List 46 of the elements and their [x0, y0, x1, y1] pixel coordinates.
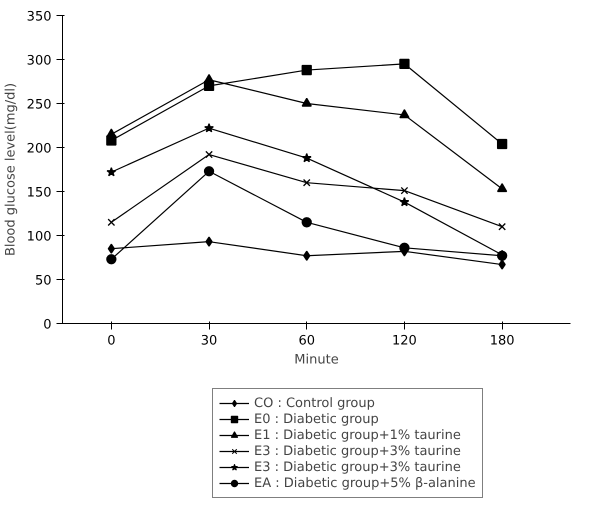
point	[302, 152, 312, 162]
point	[106, 128, 116, 138]
y-tick-label: 350	[26, 10, 52, 24]
point	[108, 218, 116, 226]
legend-label: E0 : Diabetic group	[254, 411, 379, 427]
x-tick-label: 0	[107, 334, 116, 348]
y-tick-label: 300	[26, 54, 52, 68]
legend-label: EA : Diabetic group+5% β-alanine	[254, 475, 476, 491]
point	[498, 259, 506, 270]
point	[108, 244, 115, 254]
legend-label: E3 : Diabetic group+3% taurine	[254, 443, 461, 459]
point	[498, 222, 506, 231]
point	[205, 150, 213, 158]
point	[399, 242, 410, 253]
point	[106, 166, 116, 176]
point	[399, 58, 410, 70]
legend-label: CO : Control group	[254, 395, 375, 411]
point	[106, 254, 116, 264]
y-tick-label: 0	[43, 318, 52, 332]
point	[399, 109, 410, 118]
point	[302, 64, 312, 76]
point	[303, 250, 310, 261]
point	[400, 186, 408, 194]
x-tick-label: 60	[298, 334, 316, 348]
point	[496, 183, 508, 192]
x-tick-label: 120	[392, 334, 417, 348]
point	[302, 98, 312, 107]
y-tick-label: 50	[34, 274, 52, 288]
y-tick-label: 200	[26, 142, 52, 156]
point	[302, 178, 311, 187]
point	[302, 217, 312, 228]
y-tick-label: 100	[26, 230, 52, 244]
legend-label: E3 : Diabetic group+3% taurine	[254, 459, 461, 475]
x-tick-label: 180	[490, 334, 515, 348]
point	[204, 166, 214, 176]
y-tick-label: 250	[26, 98, 52, 112]
point	[205, 236, 213, 247]
x-tick-label: 30	[200, 334, 218, 348]
y-axis-title: Blood glucose level(mg/dl)	[4, 82, 19, 256]
point	[204, 122, 214, 132]
point	[496, 138, 508, 150]
x-axis-title: Minute	[294, 352, 339, 368]
legend-label: E1 : Diabetic group+1% taurine	[254, 427, 461, 443]
point	[204, 74, 214, 83]
point	[399, 196, 410, 206]
y-tick-label: 150	[26, 186, 52, 200]
